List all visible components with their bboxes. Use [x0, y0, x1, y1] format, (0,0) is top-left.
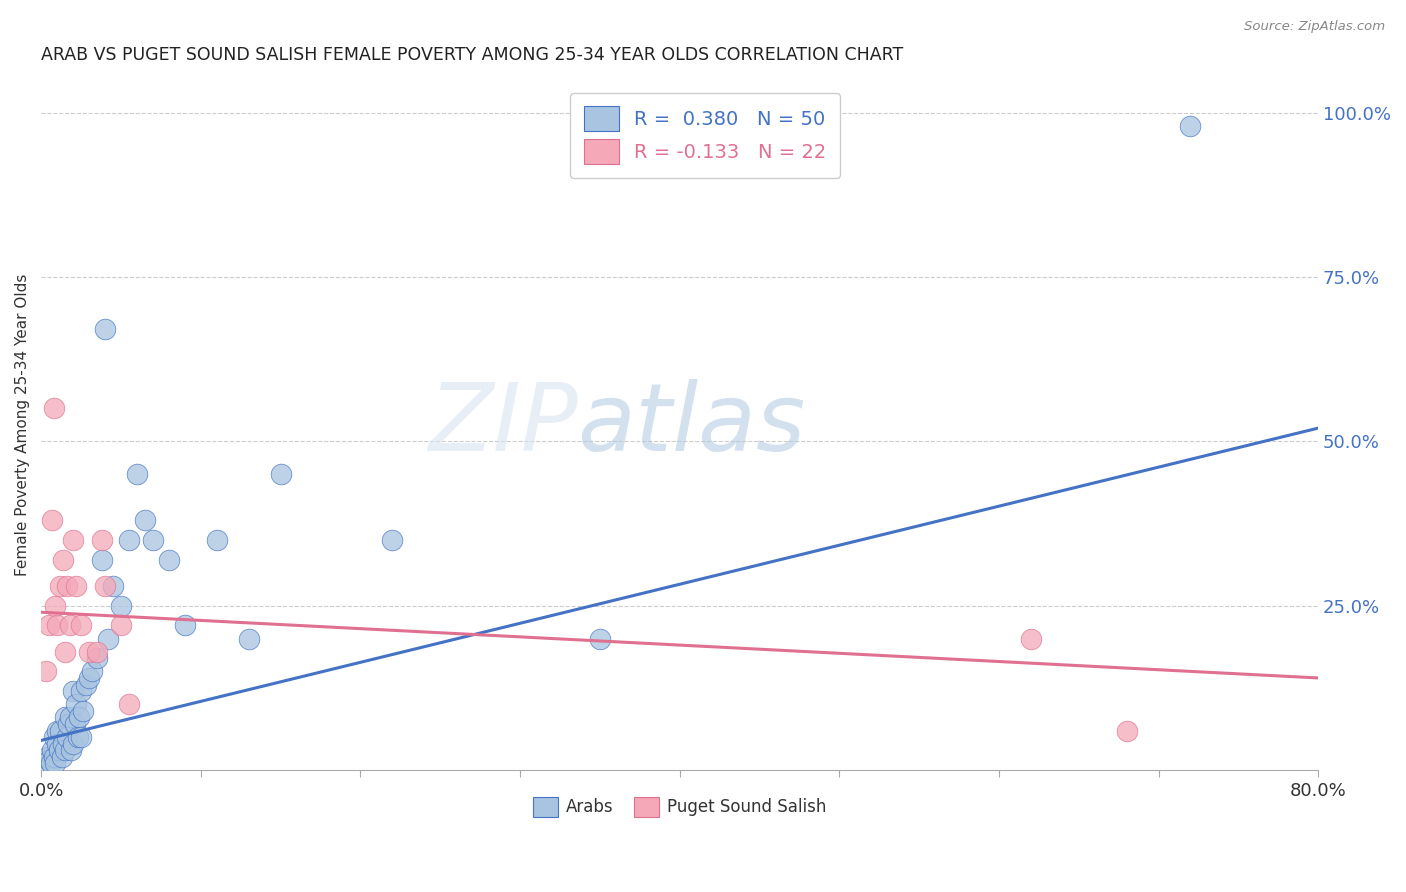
Text: ZIP: ZIP: [427, 379, 578, 470]
Point: [46, 723, 69, 738]
Text: Source: ZipAtlas.com: Source: ZipAtlas.com: [1244, 20, 1385, 33]
Point: [86, 651, 108, 665]
Point: [157, 552, 180, 566]
Point: [60, 743, 83, 757]
Point: [101, 579, 124, 593]
Point: [270, 467, 292, 482]
Point: [86, 645, 108, 659]
Point: [44, 599, 66, 613]
Point: [62, 737, 84, 751]
Point: [44, 756, 66, 771]
Point: [65, 579, 87, 593]
Point: [59, 710, 82, 724]
Point: [65, 698, 87, 712]
Point: [53, 645, 76, 659]
Point: [589, 632, 612, 646]
Text: ARAB VS PUGET SOUND SALISH FEMALE POVERTY AMONG 25-34 YEAR OLDS CORRELATION CHAR: ARAB VS PUGET SOUND SALISH FEMALE POVERT…: [41, 46, 904, 64]
Point: [49, 723, 72, 738]
Point: [75, 677, 97, 691]
Point: [39, 756, 62, 771]
Text: atlas: atlas: [578, 379, 806, 470]
Point: [42, 730, 65, 744]
Point: [37, 749, 59, 764]
Point: [1019, 632, 1042, 646]
Point: [58, 717, 80, 731]
Point: [125, 467, 148, 482]
Point: [118, 698, 141, 712]
Point: [48, 743, 70, 757]
Point: [82, 665, 104, 679]
Point: [110, 599, 132, 613]
Point: [46, 618, 69, 632]
Legend: Arabs, Puget Sound Salish: Arabs, Puget Sound Salish: [526, 790, 834, 824]
Point: [238, 632, 260, 646]
Point: [62, 533, 84, 547]
Point: [110, 618, 132, 632]
Point: [42, 401, 65, 416]
Point: [77, 671, 100, 685]
Point: [173, 618, 195, 632]
Point: [62, 684, 84, 698]
Point: [97, 632, 120, 646]
Point: [63, 717, 86, 731]
Point: [1180, 119, 1202, 133]
Point: [51, 749, 73, 764]
Y-axis label: Female Poverty Among 25-34 Year Olds: Female Poverty Among 25-34 Year Olds: [15, 274, 30, 576]
Point: [53, 710, 76, 724]
Point: [52, 552, 75, 566]
Point: [52, 737, 75, 751]
Point: [35, 756, 58, 771]
Point: [41, 513, 63, 527]
Point: [55, 579, 77, 593]
Point: [59, 618, 82, 632]
Point: [90, 552, 112, 566]
Point: [46, 737, 69, 751]
Point: [53, 743, 76, 757]
Point: [94, 322, 117, 336]
Point: [70, 618, 93, 632]
Point: [72, 704, 94, 718]
Point: [66, 730, 89, 744]
Point: [1115, 723, 1137, 738]
Point: [77, 645, 100, 659]
Point: [134, 513, 156, 527]
Point: [35, 665, 58, 679]
Point: [38, 753, 60, 767]
Point: [38, 618, 60, 632]
Point: [55, 730, 77, 744]
Point: [70, 684, 93, 698]
Point: [67, 710, 90, 724]
Point: [118, 533, 141, 547]
Point: [41, 743, 63, 757]
Point: [70, 730, 93, 744]
Point: [42, 749, 65, 764]
Point: [381, 533, 404, 547]
Point: [94, 579, 117, 593]
Point: [90, 533, 112, 547]
Point: [49, 579, 72, 593]
Point: [142, 533, 165, 547]
Point: [205, 533, 228, 547]
